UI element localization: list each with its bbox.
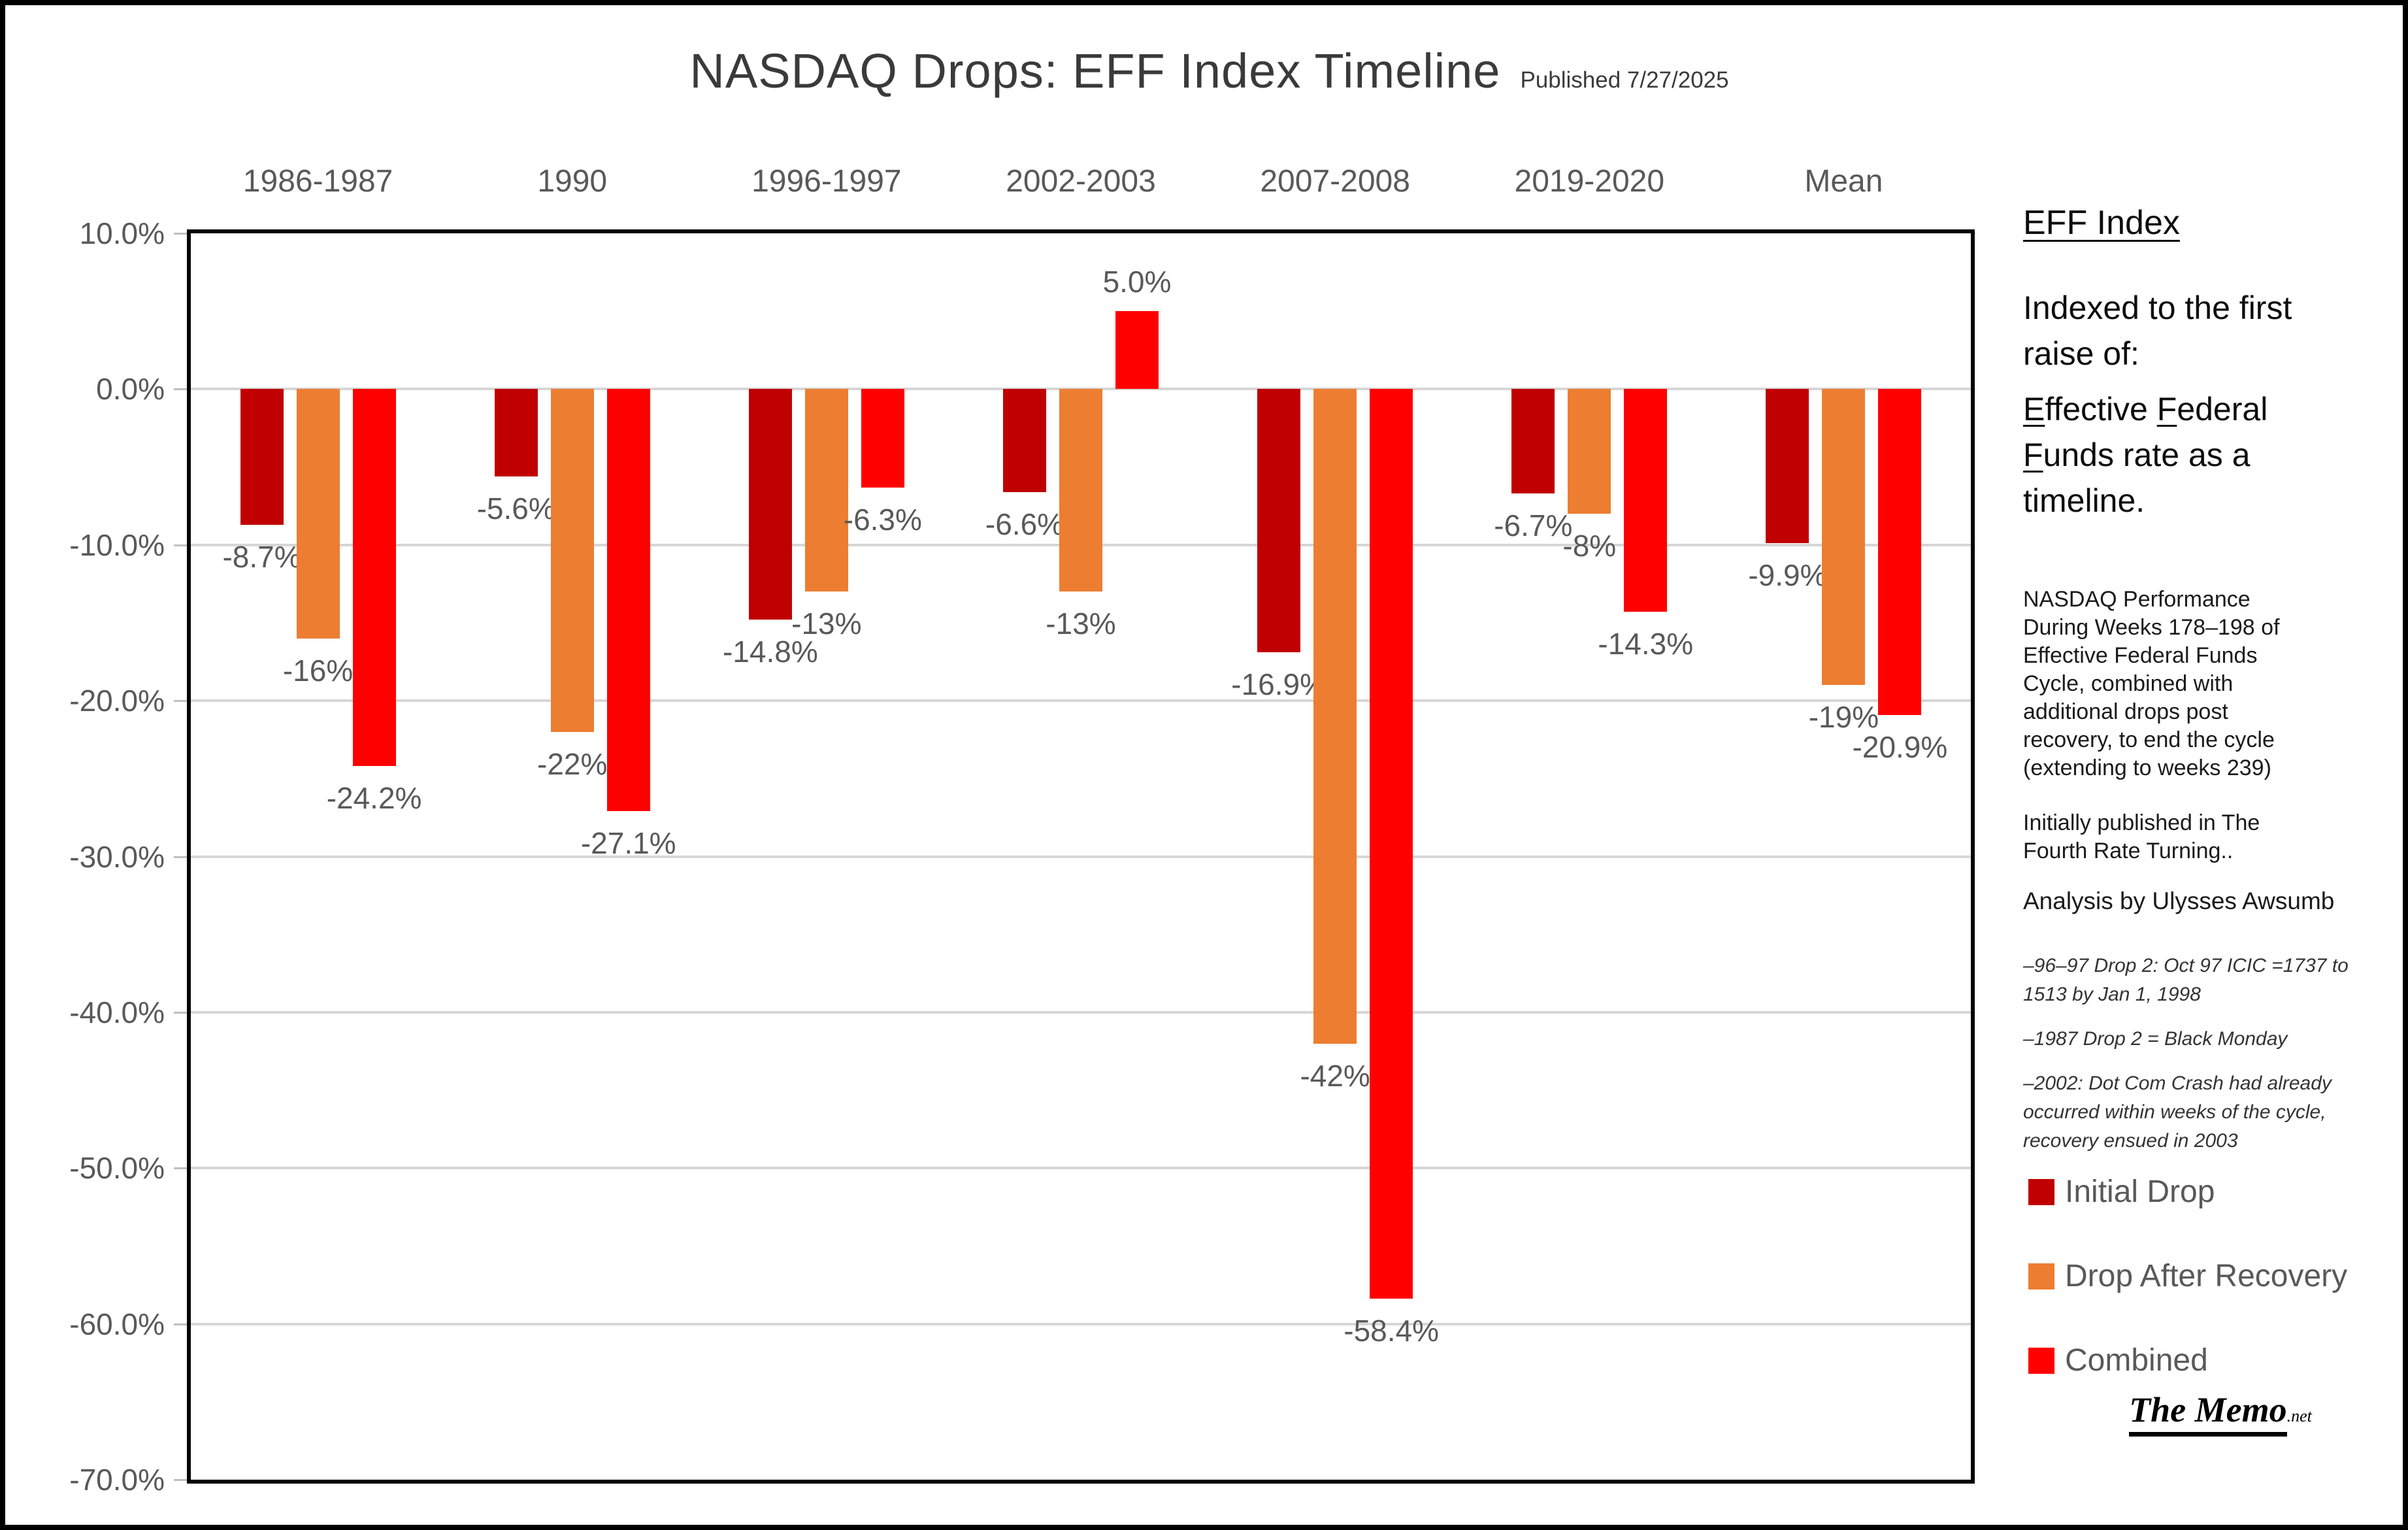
published-date: Published 7/27/2025 [1520, 67, 1729, 93]
panel-description: NASDAQ Performance During Weeks 178–198 … [2023, 587, 2280, 780]
bar-drop-after-recovery-1986-1987 [296, 389, 340, 639]
bar-drop-after-recovery-2007-2008 [1313, 389, 1357, 1044]
bar-label: -19% [1808, 700, 1879, 735]
title-row: NASDAQ Drops: EFF Index Timeline Publish… [5, 43, 2403, 99]
gridline [191, 1322, 1971, 1325]
y-tick-mark [174, 1323, 191, 1325]
bar-label: -27.1% [580, 826, 676, 861]
bar-drop-after-recovery-2019-2020 [1568, 389, 1611, 514]
category-label-2019-2020: 2019-2020 [1514, 164, 1665, 199]
legend-label: Drop After Recovery [2065, 1259, 2348, 1293]
bar-initial-drop-2002-2003 [1003, 389, 1046, 492]
bar-label: -8% [1562, 529, 1617, 563]
category-label-mean: Mean [1804, 164, 1883, 199]
y-tick-label: -20.0% [69, 684, 165, 718]
y-tick-mark [174, 388, 191, 391]
footnote-2: –1987 Drop 2 = Black Monday [2023, 1028, 2288, 1050]
y-tick-label: 0.0% [96, 372, 165, 407]
legend-item-combined: Combined [2028, 1342, 2208, 1378]
bar-label: -16% [282, 653, 354, 688]
bar-label: -9.9% [1748, 558, 1827, 593]
y-tick-label: -10.0% [69, 527, 165, 562]
bar-initial-drop-1986-1987 [240, 389, 284, 525]
panel-heading: EFF Index [2023, 204, 2180, 242]
brand-mark: The Memo.net [2090, 1389, 2351, 1437]
bar-drop-after-recovery-1990 [550, 389, 594, 732]
gridline [191, 699, 1971, 703]
legend-swatch-icon [2028, 1263, 2054, 1289]
bar-label: -24.2% [326, 781, 422, 816]
panel-intro: Indexed to the first raise of: [2023, 290, 2292, 372]
y-tick-label: -30.0% [69, 839, 165, 874]
y-tick-label: -70.0% [69, 1463, 165, 1497]
category-label-1990: 1990 [537, 164, 608, 199]
panel-analysis-credit: Analysis by Ulysses Awsumb [2023, 888, 2335, 914]
bar-label: 5.0% [1102, 265, 1172, 299]
bar-label: -6.6% [985, 507, 1064, 541]
gridline [191, 1167, 1971, 1170]
chart-title: NASDAQ Drops: EFF Index Timeline [689, 44, 1501, 98]
bar-initial-drop-1996-1997 [748, 389, 792, 620]
plot-area: -8.7% -5.6% -14.8% -6.6% -16.9% -6.7% -9.9% -16… [187, 229, 1975, 1484]
y-tick-mark [174, 1479, 191, 1481]
category-label-1986-1987: 1986-1987 [242, 164, 393, 199]
bar-combined-1990 [606, 389, 650, 812]
bar-label: -22% [537, 746, 608, 781]
category-label-2007-2008: 2007-2008 [1260, 164, 1410, 199]
bar-initial-drop-1990 [494, 389, 538, 476]
bar-combined-mean [1878, 389, 1922, 715]
bar-label: -14.3% [1598, 627, 1694, 661]
category-label-1996-1997: 1996-1997 [751, 164, 902, 199]
gridline [191, 1010, 1971, 1014]
bar-initial-drop-2007-2008 [1257, 389, 1301, 653]
bar-label: -42% [1300, 1058, 1370, 1093]
y-tick-mark [174, 544, 191, 546]
footnote-1: –96–97 Drop 2: Oct 97 ICIC =1737 to 1513… [2023, 955, 2349, 1005]
bar-drop-after-recovery-1996-1997 [804, 389, 848, 592]
bar-label: -6.7% [1494, 508, 1573, 543]
y-tick-label: -50.0% [69, 1151, 165, 1186]
brand-suffix: .net [2286, 1406, 2312, 1425]
bar-combined-1986-1987 [352, 389, 396, 767]
bar-label: -8.7% [222, 539, 301, 574]
y-tick-label: 10.0% [79, 216, 165, 250]
y-tick-mark [174, 233, 191, 235]
y-tick-mark [174, 856, 191, 858]
legend-item-drop-after-recovery: Drop After Recovery [2028, 1258, 2347, 1294]
y-tick-label: -40.0% [69, 995, 165, 1029]
bar-drop-after-recovery-2002-2003 [1059, 389, 1102, 592]
bar-initial-drop-mean [1766, 389, 1809, 544]
y-tick-mark [174, 700, 191, 703]
brand-name: The Memo [2129, 1390, 2287, 1437]
y-tick-mark [174, 1011, 191, 1014]
bar-label: -13% [791, 607, 862, 641]
bar-label: -5.6% [476, 491, 555, 525]
y-tick-label: -60.0% [69, 1306, 165, 1341]
gridline [191, 855, 1971, 858]
bar-combined-2019-2020 [1624, 389, 1668, 612]
bar-label: -16.9% [1231, 667, 1327, 702]
bar-label: -13% [1046, 607, 1116, 641]
footnote-3: –2002: Dot Com Crash had already occurre… [2023, 1073, 2332, 1152]
legend-swatch-icon [2028, 1178, 2054, 1205]
category-label-2002-2003: 2002-2003 [1006, 164, 1156, 199]
bar-drop-after-recovery-mean [1822, 389, 1866, 686]
bar-combined-2007-2008 [1370, 389, 1413, 1299]
legend-label: Initial Drop [2065, 1174, 2215, 1209]
bar-label: -58.4% [1344, 1314, 1440, 1348]
bar-label: -6.3% [843, 502, 922, 537]
bar-combined-2002-2003 [1115, 311, 1159, 390]
bar-label: -20.9% [1852, 729, 1948, 764]
legend-swatch-icon [2028, 1347, 2054, 1374]
legend-label: Combined [2065, 1343, 2208, 1378]
legend-item-initial-drop: Initial Drop [2028, 1174, 2215, 1210]
bar-initial-drop-2019-2020 [1511, 389, 1555, 494]
panel-publication-note: Initially published in The Fourth Rate T… [2023, 810, 2260, 863]
bar-combined-1996-1997 [861, 389, 904, 488]
panel-emphasis: Effective Federal Funds rate as a timeli… [2023, 391, 2268, 519]
bar-label: -14.8% [722, 635, 818, 669]
panel-footnotes: –96–97 Drop 2: Oct 97 ICIC =1737 to 1513… [2023, 952, 2376, 1171]
y-tick-mark [174, 1167, 191, 1170]
